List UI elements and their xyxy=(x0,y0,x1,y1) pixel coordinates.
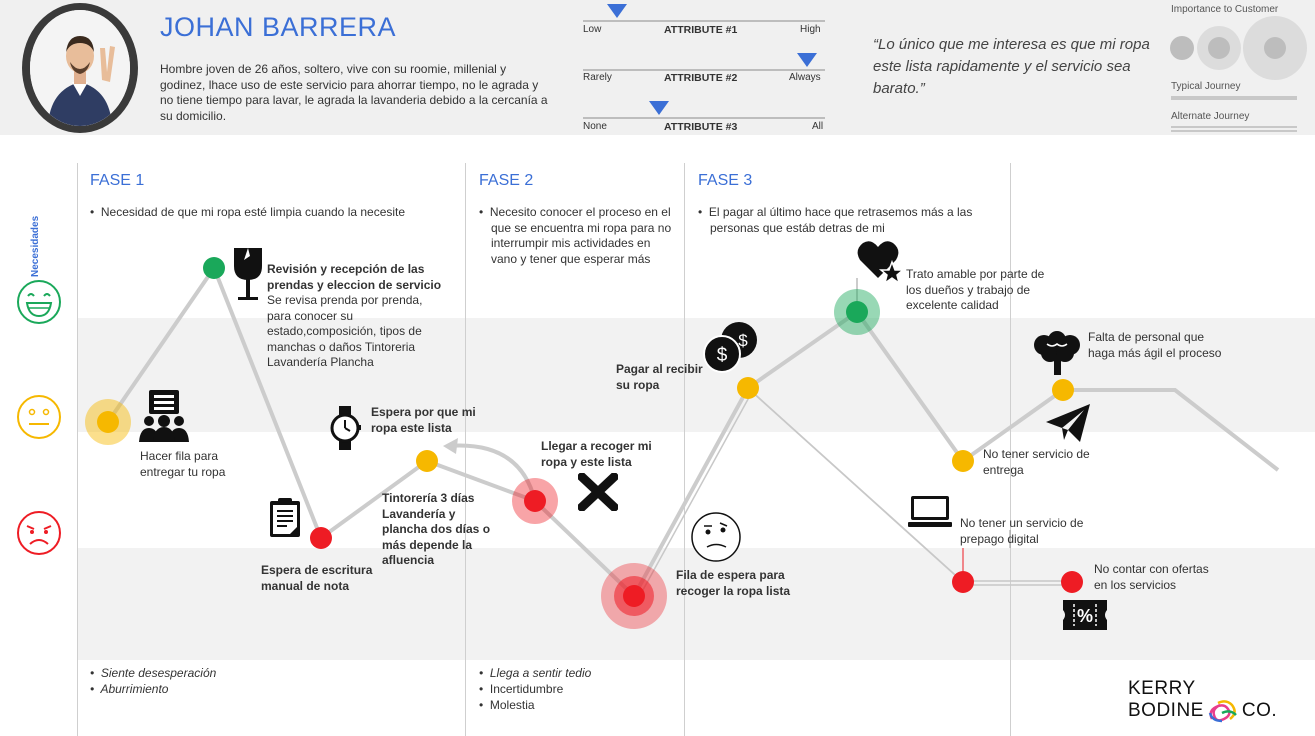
band-neutral xyxy=(78,318,1315,432)
node xyxy=(1061,571,1083,593)
legend-alternate-line xyxy=(1171,126,1297,128)
attribute-3-low: None xyxy=(583,121,607,132)
phase-3-title: FASE 3 xyxy=(698,172,753,189)
step-sin-entrega: No tener servicio de entrega xyxy=(983,447,1090,477)
ampersand-logo-mark xyxy=(1208,700,1237,723)
svg-text:$: $ xyxy=(738,331,748,350)
paper-plane-icon xyxy=(1046,404,1090,442)
attribute-3-scale xyxy=(583,117,825,119)
watch-icon xyxy=(330,406,361,450)
node xyxy=(1052,379,1074,401)
sad-face-icon xyxy=(17,511,61,555)
emotion-item: • Molestia xyxy=(479,698,535,712)
laptop-icon xyxy=(908,496,952,527)
node xyxy=(737,377,759,399)
phase-divider-3 xyxy=(1010,163,1011,736)
attribute-2-low: Rarely xyxy=(583,72,612,83)
svg-text:%: % xyxy=(1077,606,1093,626)
logo-line-1: KERRY xyxy=(1128,678,1196,699)
step-espera-lista: Espera por que mi ropa este lista xyxy=(371,405,476,435)
phase-1-need: • Necesidad de que mi ropa esté limpia c… xyxy=(90,205,406,219)
step-trato-amable: Trato amable por parte de los dueños y t… xyxy=(906,267,1045,312)
phase-3-need: • El pagar al último hace que retrasemos… xyxy=(698,205,973,235)
discount-ticket-icon: % xyxy=(1063,600,1107,630)
queue-people-icon xyxy=(139,390,189,442)
node xyxy=(310,527,332,549)
attribute-1-title: ATTRIBUTE #1 xyxy=(664,24,738,36)
logo-line-3: CO. xyxy=(1241,700,1278,721)
attribute-1-marker xyxy=(607,4,627,18)
step-recoger: Llegar a recoger mi ropa y este lista xyxy=(541,439,652,469)
attribute-3-title: ATTRIBUTE #3 xyxy=(664,121,738,133)
emotion-item: • Aburrimiento xyxy=(90,682,169,696)
step-espera-detail: Tintorería 3 días Lavandería y plancha d… xyxy=(382,491,491,567)
node xyxy=(416,450,438,472)
band-negative xyxy=(78,548,1315,660)
phase-2-emotions: • Llega a sentir tedio • Incertidumbre •… xyxy=(479,665,679,713)
brain-tree-icon xyxy=(1034,331,1080,375)
coins-icon: $ $ xyxy=(703,322,757,373)
company-logo: KERRY BODINE CO. xyxy=(1128,679,1277,723)
step-hacer-fila: Hacer fila para entregar tu ropa xyxy=(140,449,226,479)
legend-typical-line xyxy=(1171,96,1297,100)
persona-name: JOHAN BARRERA xyxy=(160,12,397,42)
step-revision-detail: Se revisa prenda por prenda, para conoce… xyxy=(267,293,423,369)
attribute-3-marker xyxy=(649,101,669,115)
phase-2-title: FASE 2 xyxy=(479,172,534,189)
legend-importance: Importance to Customer xyxy=(1171,4,1279,15)
step-espera-nota: Espera de escritura manual de nota xyxy=(261,563,373,593)
avatar xyxy=(30,10,130,126)
node xyxy=(952,571,974,593)
attribute-1-high: High xyxy=(800,24,821,35)
persona-bio: Hombre joven de 26 años, soltero, vive c… xyxy=(160,62,548,123)
legend-alternate-line-2 xyxy=(1171,130,1297,132)
node xyxy=(524,490,546,512)
emotion-item: • Siente desesperación xyxy=(90,666,217,680)
phase-divider-1 xyxy=(465,163,466,736)
attribute-2-high: Always xyxy=(789,72,821,83)
legend-typical: Typical Journey xyxy=(1171,81,1241,92)
emotion-item: • Llega a sentir tedio xyxy=(479,666,592,680)
step-pagar: Pagar al recibir su ropa xyxy=(616,362,703,392)
logo-line-2: BODINE xyxy=(1128,700,1204,721)
attribute-1-scale xyxy=(583,20,825,22)
step-sin-prepago: No tener un servicio de prepago digital xyxy=(960,516,1084,546)
attribute-2-title: ATTRIBUTE #2 xyxy=(664,72,738,84)
step-fila-espera: Fila de espera para recoger la ropa list… xyxy=(676,568,791,598)
heart-star-icon xyxy=(857,241,904,285)
attribute-2-scale xyxy=(583,69,825,71)
legend-alternate: Alternate Journey xyxy=(1171,111,1250,122)
svg-text:$: $ xyxy=(717,345,728,366)
wine-glass-icon xyxy=(234,248,262,300)
phase-divider-0 xyxy=(77,163,78,736)
node xyxy=(623,585,645,607)
node xyxy=(846,301,868,323)
phase-2-need: • Necesito conocer el proceso en el que … xyxy=(479,205,672,266)
persona-quote: “Lo único que me interesa es que mi ropa… xyxy=(873,36,1150,97)
phase-divider-2 xyxy=(684,163,685,736)
node xyxy=(952,450,974,472)
phase-1-title: FASE 1 xyxy=(90,172,145,189)
confused-face-icon xyxy=(691,512,741,562)
step-sin-ofertas: No contar con ofertas en los servicios xyxy=(1094,562,1209,592)
step-falta-personal: Falta de personal que haga más ágil el p… xyxy=(1088,330,1222,360)
cross-icon xyxy=(578,473,618,511)
attribute-2-marker xyxy=(797,53,817,67)
emotion-item: • Incertidumbre xyxy=(479,682,564,696)
attribute-3-high: All xyxy=(812,121,824,132)
clipboard-icon xyxy=(270,498,300,537)
happy-face-icon xyxy=(17,280,61,324)
phase-1-emotions: • Siente desesperación • Aburrimiento xyxy=(90,665,290,697)
importance-circles xyxy=(1170,16,1307,80)
step-revision: Revisión y recepción de las prendas y el… xyxy=(267,262,442,292)
attribute-1-low: Low xyxy=(583,24,602,35)
node xyxy=(203,257,225,279)
node xyxy=(97,411,119,433)
neutral-face-icon xyxy=(17,395,61,439)
